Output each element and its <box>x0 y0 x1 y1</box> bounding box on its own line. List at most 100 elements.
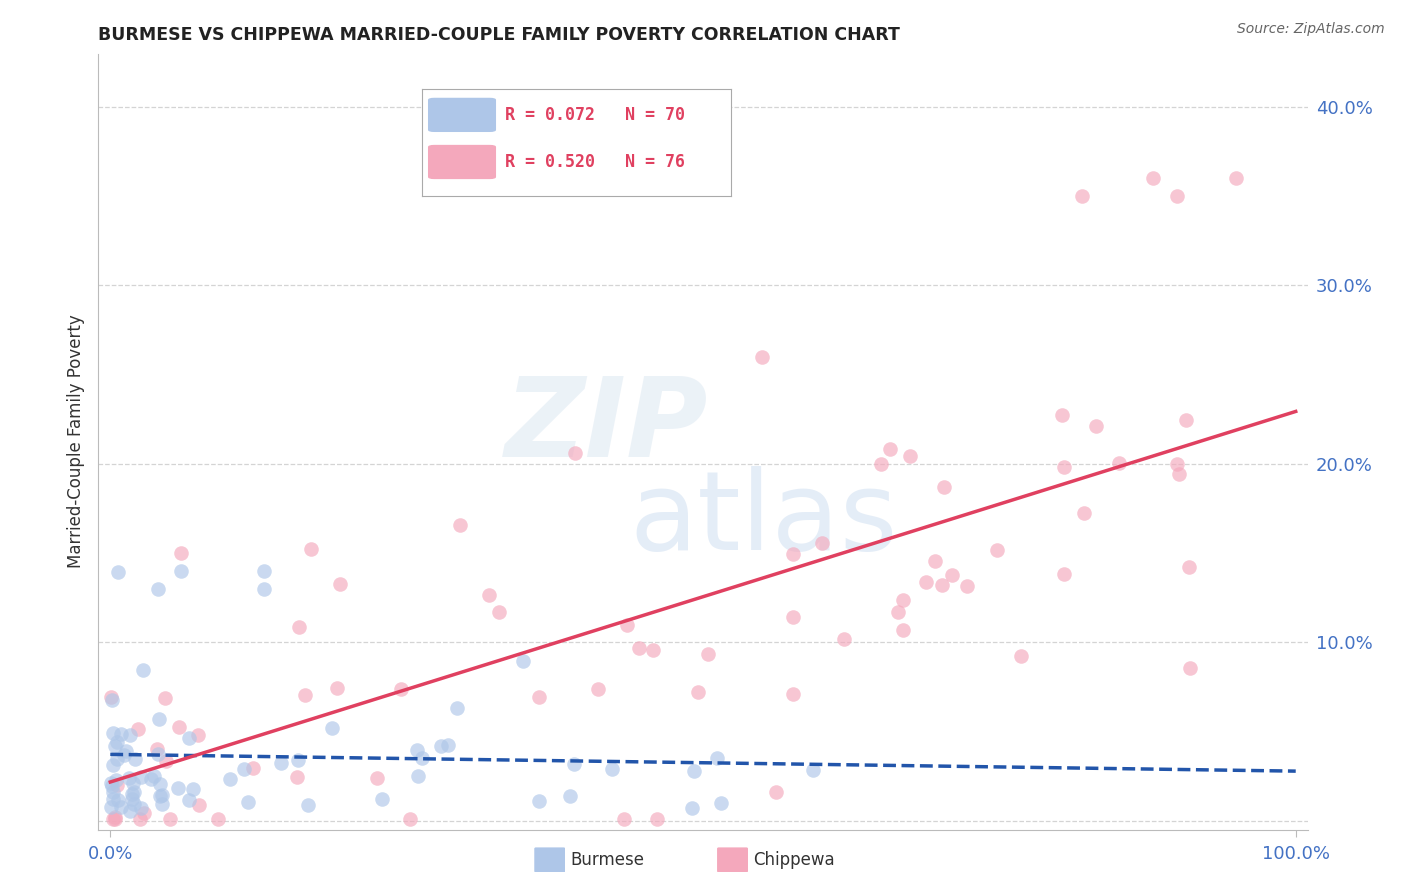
Point <box>1053 566 1076 581</box>
Point <box>751 350 773 364</box>
Point <box>782 547 804 561</box>
Point <box>177 731 200 746</box>
Point <box>891 592 914 607</box>
Point <box>253 582 276 596</box>
Point <box>371 792 394 806</box>
Point <box>406 742 429 756</box>
Point <box>253 564 276 578</box>
Point <box>1225 171 1247 186</box>
Point <box>139 772 162 787</box>
Point <box>1071 189 1094 203</box>
Point <box>167 720 190 734</box>
Point <box>956 579 979 593</box>
Point <box>148 712 170 726</box>
Point <box>832 632 855 646</box>
Point <box>1178 660 1201 674</box>
Point <box>100 776 122 790</box>
Point <box>1142 171 1164 186</box>
Point <box>681 801 703 815</box>
Point <box>294 688 316 702</box>
Point <box>586 681 609 696</box>
Text: ZIP: ZIP <box>505 373 709 480</box>
Point <box>430 739 453 753</box>
Point <box>242 761 264 775</box>
Point <box>706 750 728 764</box>
Point <box>122 785 145 799</box>
Point <box>329 577 352 591</box>
Point <box>219 772 242 787</box>
Point <box>1174 413 1197 427</box>
Point <box>127 722 149 736</box>
Point <box>149 789 172 803</box>
Point <box>150 788 173 802</box>
Point <box>129 770 152 784</box>
Point <box>128 812 150 826</box>
Point <box>104 773 127 788</box>
Point <box>233 762 256 776</box>
Point <box>100 693 122 707</box>
Point <box>765 785 787 799</box>
Point <box>297 798 319 813</box>
Point <box>411 750 433 764</box>
Point <box>100 690 122 704</box>
Point <box>181 782 204 797</box>
Point <box>104 810 127 824</box>
Point <box>811 536 834 550</box>
FancyBboxPatch shape <box>717 847 748 872</box>
Point <box>121 787 143 801</box>
Point <box>146 741 169 756</box>
Point <box>366 771 388 785</box>
Point <box>616 618 638 632</box>
Point <box>120 804 142 818</box>
Point <box>287 620 309 634</box>
Point <box>170 564 193 578</box>
Point <box>103 758 125 772</box>
Point <box>149 777 172 791</box>
Point <box>686 685 709 699</box>
Point <box>152 797 174 811</box>
Text: Burmese: Burmese <box>571 851 645 869</box>
Point <box>146 582 169 596</box>
Point <box>177 793 200 807</box>
FancyBboxPatch shape <box>427 98 496 132</box>
Text: R = 0.072   N = 70: R = 0.072 N = 70 <box>505 106 685 124</box>
Point <box>1085 418 1108 433</box>
Point <box>406 769 429 783</box>
Point <box>683 764 706 778</box>
Point <box>103 785 125 799</box>
Point <box>129 801 152 815</box>
Point <box>321 721 343 735</box>
Point <box>110 800 132 814</box>
Text: R = 0.520   N = 76: R = 0.520 N = 76 <box>505 153 685 171</box>
Point <box>1010 648 1032 663</box>
Text: Chippewa: Chippewa <box>754 851 835 869</box>
Point <box>105 735 128 749</box>
Point <box>153 690 176 705</box>
Point <box>446 701 468 715</box>
Point <box>1168 467 1191 481</box>
Text: BURMESE VS CHIPPEWA MARRIED-COUPLE FAMILY POVERTY CORRELATION CHART: BURMESE VS CHIPPEWA MARRIED-COUPLE FAMIL… <box>98 26 900 44</box>
Point <box>782 687 804 701</box>
Point <box>1178 559 1201 574</box>
Point <box>132 664 155 678</box>
Point <box>121 792 143 806</box>
Point <box>105 752 128 766</box>
Point <box>782 610 804 624</box>
Point <box>236 795 259 809</box>
Point <box>207 812 229 826</box>
Point <box>488 605 510 619</box>
Point <box>1073 506 1095 520</box>
Point <box>879 442 901 456</box>
Point <box>107 793 129 807</box>
Point <box>645 812 668 826</box>
Point <box>285 770 308 784</box>
Point <box>122 797 145 812</box>
Point <box>167 780 190 795</box>
Point <box>110 726 132 740</box>
Point <box>560 789 582 803</box>
Point <box>142 769 165 783</box>
Point <box>104 812 127 826</box>
Point <box>801 763 824 777</box>
Point <box>627 640 650 655</box>
Point <box>941 568 963 582</box>
